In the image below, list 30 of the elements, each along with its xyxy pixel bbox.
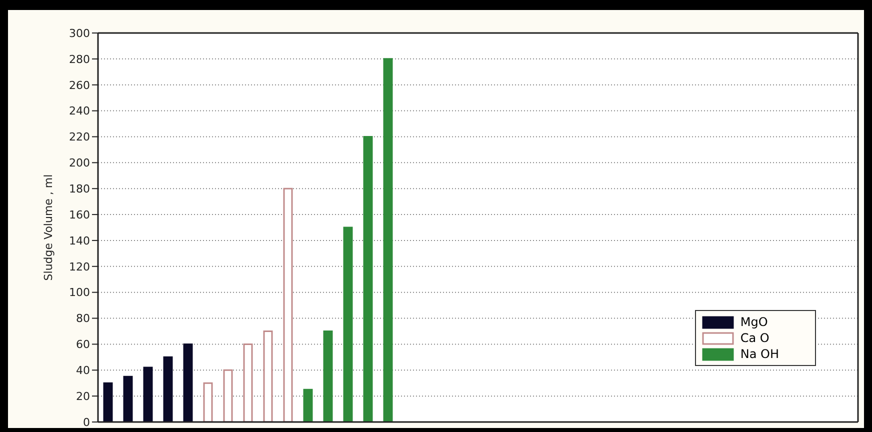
y-tick-label: 140: [69, 234, 90, 248]
bar: [183, 343, 193, 422]
y-tick-label: 160: [69, 208, 90, 222]
y-tick-label: 220: [69, 130, 90, 144]
bar: [363, 136, 373, 422]
y-tick-label: 0: [83, 416, 90, 429]
y-tick-label: 100: [69, 286, 90, 300]
y-tick-label: 280: [69, 52, 90, 66]
y-tick-label: 20: [76, 390, 90, 403]
y-tick-label: 120: [69, 260, 90, 274]
bar: [163, 356, 173, 422]
bar: [123, 376, 133, 422]
bar: [143, 366, 153, 422]
bar: [103, 382, 113, 422]
y-tick-label: 180: [69, 182, 90, 196]
y-tick-label: 240: [69, 104, 90, 118]
legend-label: Na OH: [740, 347, 779, 361]
bar: [323, 330, 333, 422]
y-tick-label: 260: [69, 78, 90, 92]
y-tick-label: 40: [76, 364, 90, 378]
bar: [343, 226, 353, 422]
legend-label: MgO: [740, 315, 768, 329]
y-tick-label: 80: [76, 312, 90, 326]
y-axis-title: Sludge Volume , ml: [42, 174, 55, 281]
y-tick-label: 60: [76, 338, 90, 352]
y-tick-label: 200: [69, 156, 90, 170]
bar: [303, 388, 313, 422]
legend-label: Ca O: [740, 331, 770, 345]
y-tick-label: 300: [69, 26, 90, 40]
bar: [383, 58, 393, 422]
